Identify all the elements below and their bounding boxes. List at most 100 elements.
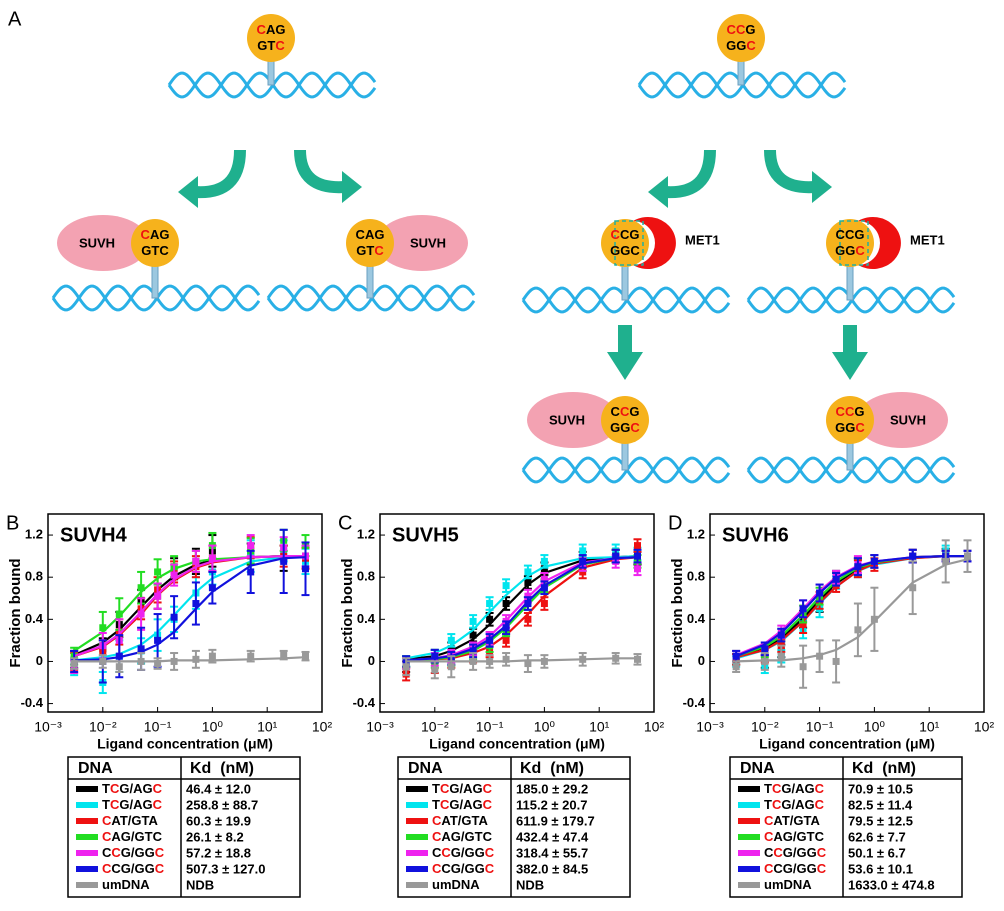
letter: N xyxy=(793,877,802,892)
data-point xyxy=(816,589,824,597)
letter: G xyxy=(807,845,817,860)
data-point xyxy=(612,552,620,560)
suvh-protein xyxy=(376,215,468,271)
table-header: DNA xyxy=(78,760,113,777)
letter: A xyxy=(133,797,143,812)
letter: / xyxy=(129,797,133,812)
data-point xyxy=(524,568,532,576)
letter: G xyxy=(845,420,855,435)
panel-label: D xyxy=(668,512,682,534)
table-header: Kd (nM) xyxy=(852,760,916,777)
legend-label: TCG/AGC xyxy=(764,781,825,796)
y-axis-label: Fraction bound xyxy=(339,558,356,667)
letter: C xyxy=(630,243,640,258)
letter: G xyxy=(472,797,482,812)
kd-value: NDB xyxy=(186,877,214,892)
kd-value: 60.3 ± 19.9 xyxy=(186,813,251,828)
nucleotide-node xyxy=(346,219,394,267)
letter: G xyxy=(145,845,155,860)
letter: A xyxy=(441,813,451,828)
arrow xyxy=(294,149,346,194)
letter: C xyxy=(764,861,774,876)
data-point xyxy=(502,636,510,644)
letter: A xyxy=(479,813,489,828)
data-point xyxy=(502,624,510,632)
data-point xyxy=(634,542,642,550)
legend-label: umDNA xyxy=(102,877,150,892)
letter: / xyxy=(131,829,135,844)
x-tick-label: 10⁰ xyxy=(864,719,886,735)
letter: / xyxy=(793,861,797,876)
data-point xyxy=(469,657,477,665)
y-tick-label: 1.2 xyxy=(687,527,705,542)
data-point xyxy=(540,557,548,565)
data-point xyxy=(502,655,510,663)
letter: C xyxy=(159,243,169,258)
letter: C xyxy=(153,829,163,844)
letter: A xyxy=(133,781,143,796)
data-point xyxy=(154,636,162,644)
data-point xyxy=(579,655,587,663)
table-frame xyxy=(729,756,963,898)
legend-label: CCG/GGC xyxy=(432,861,495,876)
data-point xyxy=(154,660,162,668)
panel-label: B xyxy=(6,512,19,534)
legend-label: CAG/GTC xyxy=(764,829,825,844)
letter: / xyxy=(461,861,465,876)
kd-value: 62.6 ± 7.7 xyxy=(848,829,906,844)
letter: u xyxy=(102,877,110,892)
data-point xyxy=(909,552,917,560)
letter: G xyxy=(121,861,131,876)
letter: G xyxy=(451,845,461,860)
letter: D xyxy=(784,877,793,892)
letter: G xyxy=(121,845,131,860)
letter: / xyxy=(459,781,463,796)
data-point xyxy=(247,652,255,660)
x-tick-label: 10⁻² xyxy=(421,719,449,735)
letter: C xyxy=(432,861,442,876)
letter: C xyxy=(374,243,384,258)
letter: T xyxy=(764,781,772,796)
letter: G xyxy=(797,829,807,844)
data-point xyxy=(964,552,972,560)
dna-stem xyxy=(621,264,629,301)
data-point xyxy=(524,578,532,586)
chart-title: SUVH5 xyxy=(392,524,459,546)
letter: C xyxy=(110,781,120,796)
arrow-head xyxy=(178,176,198,208)
data-point xyxy=(99,624,107,632)
data-point xyxy=(634,565,642,573)
letter: C xyxy=(440,797,450,812)
data-point xyxy=(115,663,123,671)
data-point xyxy=(192,655,200,663)
y-tick-label: -0.4 xyxy=(21,695,44,710)
x-tick-label: 10⁻¹ xyxy=(144,719,172,735)
data-point xyxy=(524,615,532,623)
legend-label: CCG/GGC xyxy=(432,845,495,860)
data-point xyxy=(154,568,162,576)
x-tick-label: 10⁻¹ xyxy=(806,719,834,735)
letter: G xyxy=(835,243,845,258)
fit-curve xyxy=(73,556,306,662)
kd-value: 82.5 ± 11.4 xyxy=(848,797,913,812)
table-header: Kd (nM) xyxy=(520,760,584,777)
data-point xyxy=(540,565,548,573)
legend-label: TCG/AGC xyxy=(432,781,493,796)
flip-box xyxy=(614,220,644,266)
letter: / xyxy=(461,845,465,860)
x-tick-label: 10⁻² xyxy=(89,719,117,735)
letter: C xyxy=(110,797,120,812)
x-tick-label: 10⁰ xyxy=(202,719,224,735)
letter: C xyxy=(855,243,865,258)
letter: / xyxy=(458,813,462,828)
letter: C xyxy=(111,861,121,876)
letter: G xyxy=(804,781,814,796)
kd-value: 258.8 ± 88.7 xyxy=(186,797,258,812)
letter: G xyxy=(461,813,471,828)
legend-label: TCG/AGC xyxy=(102,781,163,796)
arrow xyxy=(843,325,857,355)
y-tick-label: 0.4 xyxy=(25,611,44,626)
data-point xyxy=(832,575,840,583)
data-point xyxy=(247,542,255,550)
